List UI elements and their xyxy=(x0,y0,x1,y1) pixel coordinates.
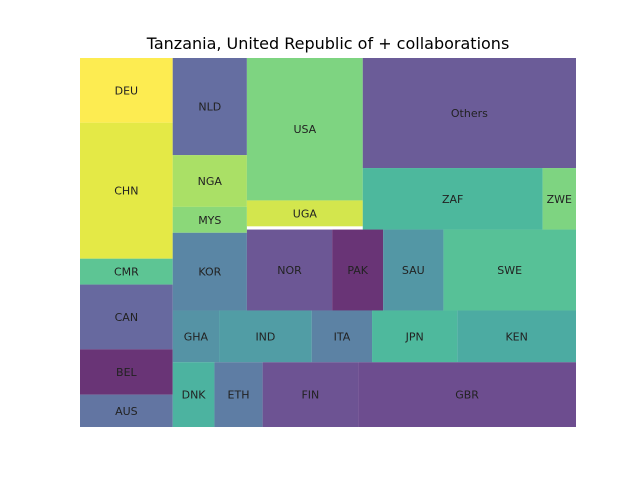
treemap-cell-label-ken: KEN xyxy=(505,330,527,343)
treemap-cell-label-deu: DEU xyxy=(115,84,138,97)
treemap-cell-nld xyxy=(172,58,247,156)
treemap-cell-aus xyxy=(80,394,173,427)
treemap-cell-label-pak: PAK xyxy=(347,264,368,277)
treemap-cell-sau xyxy=(383,229,444,311)
treemap-cells: DEU CHN CMR CAN BEL AUS NLD NGA MYS KOR USA UGA Othe… xyxy=(80,58,576,427)
treemap-cell-mys xyxy=(172,206,247,233)
treemap-cell-label-gha: GHA xyxy=(184,330,209,343)
treemap-cell-label-cmr: CMR xyxy=(114,266,139,279)
treemap-cell-gha xyxy=(172,310,220,363)
treemap-cell-label-others: Others xyxy=(451,107,488,120)
treemap-cell-zaf xyxy=(362,168,543,230)
treemap-cell-swe xyxy=(443,229,576,311)
treemap-cell-uga xyxy=(246,200,363,227)
chart-title: Tanzania, United Republic of + collabora… xyxy=(146,34,510,53)
treemap-cell-nor xyxy=(246,229,333,311)
treemap-cell-label-swe: SWE xyxy=(497,264,522,277)
treemap-cell-label-usa: USA xyxy=(293,123,316,136)
treemap-cell-zwe xyxy=(542,168,576,230)
treemap-cell-deu xyxy=(80,58,173,123)
treemap-cell-dnk xyxy=(172,362,215,427)
treemap-cell-usa xyxy=(246,58,363,201)
treemap-cell-fin xyxy=(262,362,359,427)
treemap-cell-label-chn: CHN xyxy=(114,185,138,198)
treemap-cell-label-ita: ITA xyxy=(334,330,351,343)
treemap-cell-label-sau: SAU xyxy=(402,264,425,277)
treemap-cell-label-zwe: ZWE xyxy=(547,193,572,206)
treemap-cell-bel xyxy=(80,349,173,395)
treemap-cell-label-nor: NOR xyxy=(277,264,302,277)
treemap-cell-label-bel: BEL xyxy=(116,366,137,379)
treemap-cell-label-zaf: ZAF xyxy=(442,193,463,206)
treemap-cell-label-mys: MYS xyxy=(198,214,221,227)
treemap-cell-pak xyxy=(332,229,384,311)
treemap-cell-nga xyxy=(172,155,247,207)
treemap-cell-ita xyxy=(311,310,373,363)
treemap-cell-cmr xyxy=(80,258,173,285)
treemap-cell-label-uga: UGA xyxy=(293,207,318,220)
treemap-cell-label-fin: FIN xyxy=(301,389,319,402)
treemap-cell-others xyxy=(362,58,576,169)
treemap-cell-label-can: CAN xyxy=(115,311,138,324)
treemap-cell-can xyxy=(80,284,173,350)
treemap-cell-kor xyxy=(172,232,247,311)
treemap-cell-label-kor: KOR xyxy=(198,266,221,279)
treemap-cell-jpn xyxy=(372,310,458,363)
treemap-cell-label-eth: ETH xyxy=(228,389,250,402)
treemap-cell-label-aus: AUS xyxy=(115,405,138,418)
treemap-cell-label-dnk: DNK xyxy=(182,389,207,402)
treemap-cell-ind xyxy=(219,310,312,363)
treemap-cell-ken xyxy=(457,310,576,363)
treemap-cell-eth xyxy=(214,362,263,427)
treemap-cell-label-jpn: JPN xyxy=(405,330,424,343)
treemap-cell-gbr xyxy=(358,362,576,427)
treemap-cell-label-nga: NGA xyxy=(198,175,223,188)
treemap-cell-label-nld: NLD xyxy=(198,101,221,114)
treemap-cell-label-gbr: GBR xyxy=(455,389,479,402)
treemap-cell-label-ind: IND xyxy=(255,330,275,343)
treemap-cell-chn xyxy=(80,122,173,259)
